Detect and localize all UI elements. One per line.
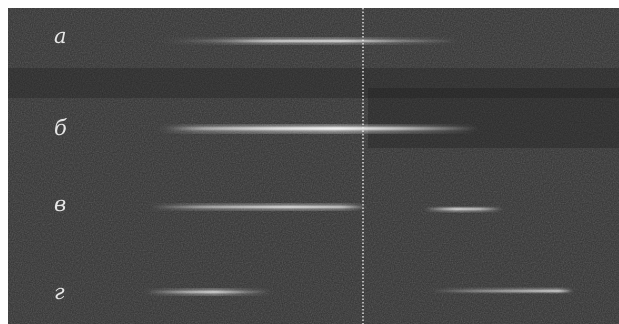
spectrum-line-g	[143, 288, 573, 295]
spectrum-line-b	[158, 125, 478, 133]
noise-texture	[8, 8, 619, 324]
spectrogram-svg	[8, 8, 619, 324]
dark-band	[8, 68, 619, 98]
label-b: б	[54, 116, 67, 140]
label-g: г	[54, 280, 65, 304]
label-v: в	[54, 192, 67, 216]
spectrum-line-a	[158, 38, 458, 44]
spectrogram-plate: а б в г	[8, 8, 619, 324]
spectrum-line-v	[148, 204, 503, 212]
dark-band-right	[368, 88, 619, 148]
label-a: а	[54, 24, 67, 48]
